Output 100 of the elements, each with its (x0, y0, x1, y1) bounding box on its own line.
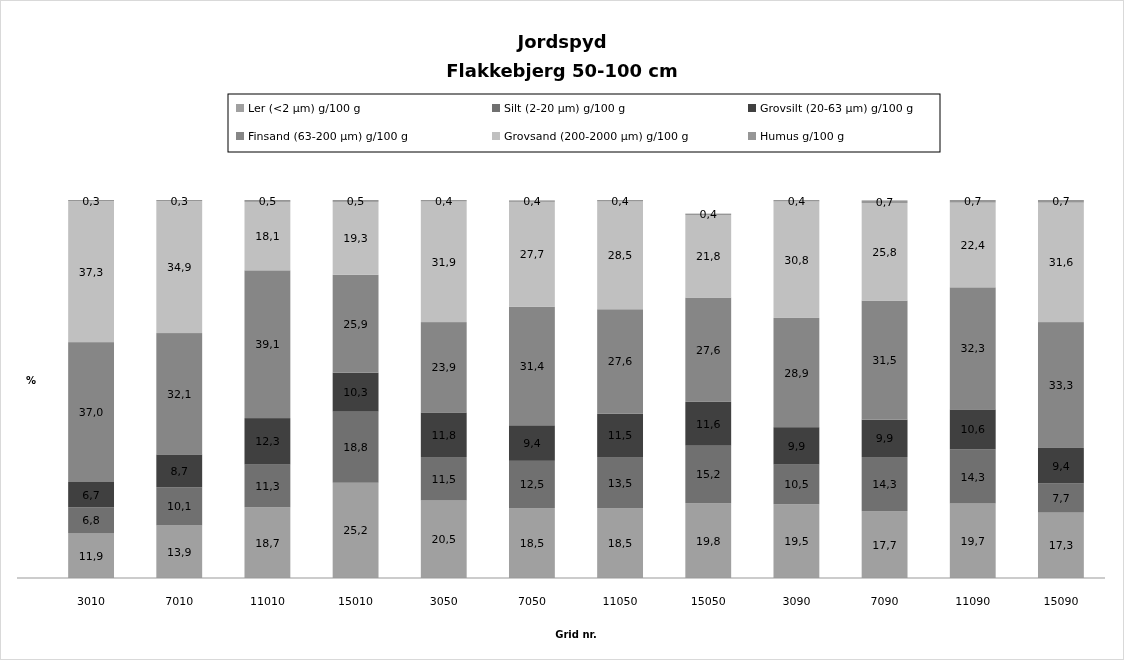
bar (685, 297, 732, 402)
data-label: 13,5 (607, 476, 633, 490)
data-label: 32,1 (167, 387, 192, 401)
data-label: 18,5 (607, 537, 633, 551)
bar (949, 449, 996, 504)
legend-label: Silt (2-20 µm) g/100 g (504, 102, 626, 115)
data-label: 12,3 (255, 435, 280, 449)
data-label: 11,5 (431, 472, 456, 486)
data-label: 11,3 (255, 479, 280, 493)
bar (68, 507, 115, 534)
bar (1037, 447, 1084, 484)
data-label: 22,4 (960, 238, 985, 252)
data-label: 7,7 (1052, 492, 1070, 506)
data-label: 8,7 (170, 464, 188, 478)
x-tick-label: 15090 (1043, 595, 1079, 608)
data-label: 12,5 (519, 478, 545, 492)
data-label: 19,5 (784, 535, 809, 549)
data-label: 25,9 (343, 317, 368, 331)
data-label: 31,5 (872, 354, 897, 368)
data-label: 6,7 (82, 488, 100, 502)
data-label: 10,1 (167, 500, 192, 514)
data-label: 0,7 (875, 195, 894, 209)
data-label: 14,3 (960, 470, 985, 484)
bar (597, 457, 644, 509)
y-axis-title: % (25, 375, 37, 386)
x-tick-label: 3090 (782, 595, 811, 608)
x-tick-label: 11050 (602, 595, 638, 608)
data-label: 6,8 (82, 514, 100, 528)
data-label: 19,3 (343, 232, 368, 246)
bar (597, 309, 644, 414)
data-label: 27,6 (607, 355, 633, 369)
legend-label: Ler (<2 µm) g/100 g (248, 102, 361, 115)
data-label: 18,5 (519, 537, 545, 551)
data-label: 31,6 (1048, 256, 1074, 270)
data-label: 9,4 (1052, 459, 1070, 473)
bar (420, 322, 467, 413)
bar (949, 409, 996, 450)
legend-label: Humus g/100 g (760, 130, 845, 143)
x-tick-label: 3050 (429, 595, 458, 608)
data-label: 37,0 (78, 406, 104, 420)
legend-label: Grovsand (200-2000 µm) g/100 g (504, 130, 689, 143)
data-label: 33,3 (1048, 379, 1074, 393)
data-label: 9,9 (875, 432, 894, 446)
x-tick-label: 7050 (517, 595, 546, 608)
data-label: 10,6 (960, 423, 985, 437)
data-label: 18,8 (343, 441, 368, 455)
bar (156, 333, 203, 455)
data-label: 18,7 (255, 536, 280, 550)
data-label: 32,3 (960, 342, 985, 356)
data-label: 10,3 (343, 386, 368, 400)
bar (156, 487, 203, 526)
bar (685, 401, 732, 446)
x-tick-label: 3010 (77, 595, 106, 608)
x-tick-label: 15010 (338, 595, 374, 608)
data-label: 34,9 (167, 261, 192, 275)
data-label: 19,7 (960, 534, 985, 548)
data-label: 0,5 (258, 194, 277, 208)
bar (1037, 322, 1084, 448)
bar (420, 412, 467, 458)
data-label: 39,1 (255, 338, 280, 352)
bar (773, 317, 820, 428)
data-label: 31,4 (519, 359, 545, 373)
data-label: 18,1 (255, 230, 280, 244)
data-label: 9,9 (787, 439, 806, 453)
data-label: 37,3 (78, 265, 104, 279)
data-label: 25,2 (343, 524, 368, 538)
data-label: 11,9 (78, 549, 104, 563)
bar (685, 445, 732, 504)
data-label: 14,3 (872, 478, 897, 492)
chart-title: Jordspyd (515, 31, 607, 52)
bar (244, 418, 291, 465)
data-label: 27,6 (696, 343, 721, 357)
bar (244, 270, 291, 419)
legend-label: Grovsilt (20-63 µm) g/100 g (760, 102, 914, 115)
data-label: 10,5 (784, 478, 809, 492)
data-label: 28,5 (607, 249, 633, 263)
bar (68, 342, 115, 482)
bar (508, 460, 555, 509)
bar (420, 457, 467, 501)
data-label: 27,7 (519, 248, 545, 262)
data-label: 25,8 (872, 245, 897, 259)
data-label: 28,9 (784, 366, 809, 380)
data-label: 0,4 (435, 194, 453, 208)
x-tick-label: 7090 (870, 595, 899, 608)
bar (332, 411, 379, 483)
bar (508, 425, 555, 461)
data-label: 0,7 (1052, 195, 1070, 209)
x-tick-label: 11010 (249, 595, 285, 608)
data-label: 31,9 (431, 255, 456, 269)
x-tick-label: 11090 (955, 595, 991, 608)
data-label: 17,3 (1048, 539, 1074, 553)
bar (773, 464, 820, 505)
data-label: 0,4 (699, 208, 717, 222)
data-label: 0,7 (964, 195, 982, 209)
x-axis-title: Grid nr. (555, 629, 597, 640)
data-label: 23,9 (431, 361, 456, 375)
bar (332, 372, 379, 412)
chart-subtitle: Flakkebjerg 50-100 cm (446, 60, 678, 81)
data-label: 9,4 (523, 437, 541, 451)
bar (597, 413, 644, 458)
